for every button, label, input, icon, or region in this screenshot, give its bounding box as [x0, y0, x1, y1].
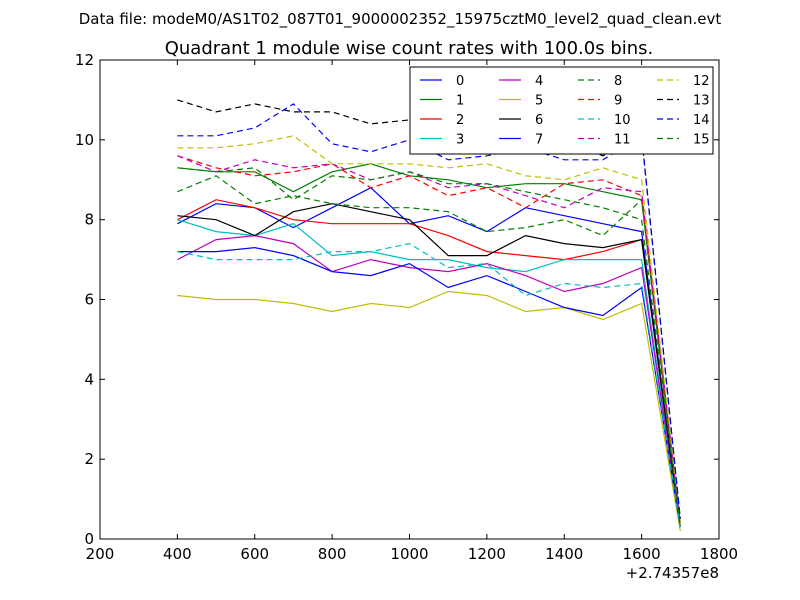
y-tick-label: 8	[84, 211, 94, 229]
series-line-8	[177, 175, 681, 528]
series-line-6	[177, 203, 681, 528]
legend-label-11: 11	[614, 133, 631, 148]
legend-label-10: 10	[614, 113, 631, 128]
x-offset-label: +2.74357e8	[626, 564, 719, 582]
series-line-5	[177, 290, 681, 532]
x-tick-label: 800	[318, 545, 347, 563]
legend-label-3: 3	[456, 133, 464, 148]
x-tick-label: 1600	[623, 545, 661, 563]
x-tick-label: 1800	[700, 545, 738, 563]
series-line-15	[177, 167, 681, 528]
ticks-layer: 200 400 600 800 1000 1200 1400 1600 180002468101…	[75, 51, 738, 563]
legend-label-2: 2	[456, 113, 464, 128]
series-line-3	[177, 219, 681, 528]
legend-label-7: 7	[535, 133, 543, 148]
figure-suptitle: Data file: modeM0/AS1T02_087T01_90000023…	[79, 10, 722, 29]
legend-label-6: 6	[535, 113, 543, 128]
y-tick-label: 2	[84, 450, 94, 468]
series-line-4	[177, 234, 681, 528]
y-tick-label: 0	[84, 530, 94, 548]
x-tick-label: 600	[240, 545, 269, 563]
series-line-10	[177, 242, 681, 528]
series-layer	[177, 99, 681, 532]
x-tick-label: 1200	[468, 545, 506, 563]
legend-label-12: 12	[693, 74, 710, 89]
legend-label-9: 9	[614, 94, 622, 109]
y-tick-label: 6	[84, 291, 94, 309]
legend-label-13: 13	[693, 94, 710, 109]
chart-title: Quadrant 1 module wise count rates with …	[165, 38, 654, 59]
x-tick-label: 200	[86, 545, 115, 563]
y-tick-label: 12	[75, 51, 94, 69]
series-line-2	[177, 199, 681, 528]
legend-label-4: 4	[535, 74, 543, 89]
legend-label-15: 15	[693, 133, 710, 148]
legend-label-5: 5	[535, 94, 543, 109]
x-tick-label: 400	[163, 545, 192, 563]
x-tick-label: 1400	[545, 545, 583, 563]
legend-label-14: 14	[693, 113, 710, 128]
y-tick-label: 4	[84, 370, 94, 388]
series-line-7	[177, 246, 681, 528]
legend-label-8: 8	[614, 74, 622, 89]
legend-label-0: 0	[456, 74, 464, 89]
legend-box	[409, 66, 714, 155]
x-tick-label: 1000	[390, 545, 428, 563]
series-line-11	[177, 155, 681, 524]
series-line-0	[177, 186, 681, 528]
series-line-12	[177, 135, 681, 524]
legend-label-1: 1	[456, 94, 464, 109]
y-tick-label: 10	[75, 131, 94, 149]
